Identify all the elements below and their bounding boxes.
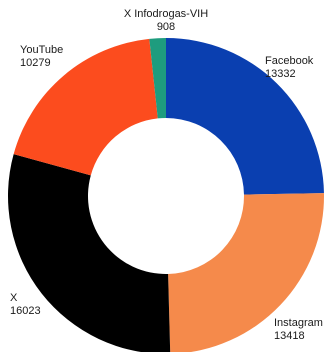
label-instagram: Instagram 13418 — [274, 317, 323, 343]
label-youtube-value: 10279 — [20, 57, 51, 69]
label-instagram-value: 13418 — [274, 330, 305, 342]
label-facebook-value: 13332 — [265, 68, 296, 80]
slice-facebook — [166, 38, 324, 195]
slice-youtube — [13, 38, 158, 176]
label-youtube: YouTube 10279 — [20, 44, 63, 70]
label-x: X 16023 — [10, 292, 41, 318]
label-x-name: X — [10, 292, 18, 304]
label-youtube-name: YouTube — [20, 44, 64, 56]
label-x-infodrogas-vih-name: X Infodrogas-VIH — [123, 8, 209, 20]
slice-instagram — [168, 193, 324, 352]
slice-x-infodrogas-vih — [149, 38, 166, 119]
label-x-infodrogas-vih-value: 908 — [156, 21, 176, 33]
slice-x — [8, 154, 171, 352]
label-instagram-name: Instagram — [274, 317, 323, 329]
label-facebook-name: Facebook — [265, 55, 314, 67]
label-x-infodrogas-vih: X Infodrogas-VIH 908 — [110, 8, 222, 34]
label-x-value: 16023 — [10, 305, 41, 317]
label-facebook: Facebook 13332 — [265, 55, 313, 81]
